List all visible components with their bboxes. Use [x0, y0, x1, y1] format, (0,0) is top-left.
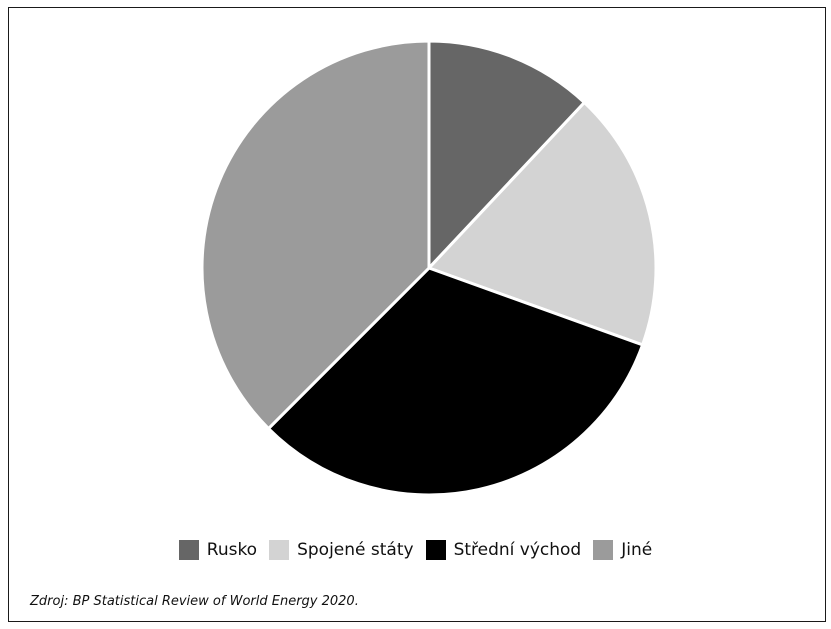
- legend-item-jine: Jiné: [593, 540, 652, 560]
- legend-item-stredni-vychod: Střední východ: [425, 540, 582, 560]
- pie-slice-jine: [200, 39, 431, 431]
- pie-slice-spojene-staty: [427, 101, 658, 347]
- legend-label-rusko: Rusko: [206, 540, 258, 560]
- legend-item-rusko: Rusko: [178, 540, 258, 560]
- legend-swatch-jine: [593, 540, 614, 560]
- legend-item-spojene-staty: Spojené státy: [269, 540, 414, 560]
- chart-legend: Rusko Spojené státy Střední východ Jiné: [0, 537, 831, 563]
- legend-label-spojene-staty: Spojené státy: [297, 540, 414, 560]
- legend-swatch-rusko: [178, 540, 199, 560]
- legend-swatch-stredni-vychod: [425, 540, 446, 560]
- pie-slice-stredni-vychod: [266, 266, 645, 497]
- legend-label-stredni-vychod: Střední východ: [453, 540, 582, 560]
- chart-source-note: Zdroj: BP Statistical Review of World En…: [30, 594, 359, 609]
- pie-slice-rusko: [427, 39, 586, 270]
- legend-label-jine: Jiné: [621, 540, 653, 560]
- legend-swatch-spojene-staty: [269, 540, 290, 560]
- chart-frame: [8, 7, 826, 622]
